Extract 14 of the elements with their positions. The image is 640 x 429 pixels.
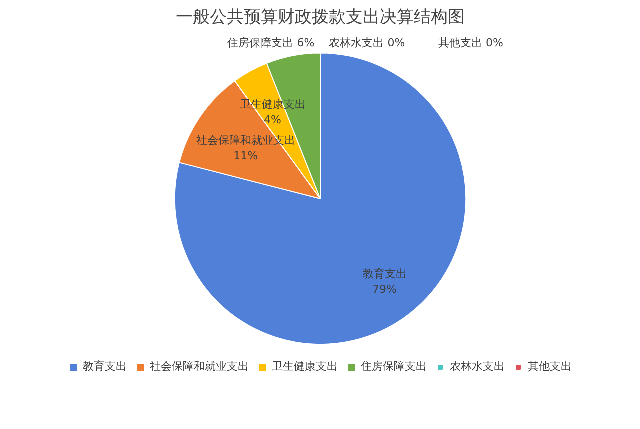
data-label: 79%: [372, 283, 397, 296]
slice-label: 教育支出: [362, 267, 407, 280]
category-label: 住房保障支出 6%: [228, 36, 315, 50]
legend-label: 卫生健康支出: [272, 359, 338, 374]
legend-label: 社会保障和就业支出: [150, 359, 249, 374]
legend-label: 其他支出: [528, 359, 572, 374]
category-label: 其他支出 0%: [438, 36, 504, 50]
category-label: 农林水支出 0%: [329, 36, 406, 50]
data-label: 11%: [234, 149, 258, 162]
legend-label: 农林水支出: [450, 359, 505, 374]
chart-title: 一般公共预算财政拨款支出决算结构图: [176, 8, 465, 26]
data-label: 4%: [264, 113, 282, 126]
legend-label: 住房保障支出: [361, 359, 427, 374]
legend-label: 教育支出: [83, 359, 127, 374]
